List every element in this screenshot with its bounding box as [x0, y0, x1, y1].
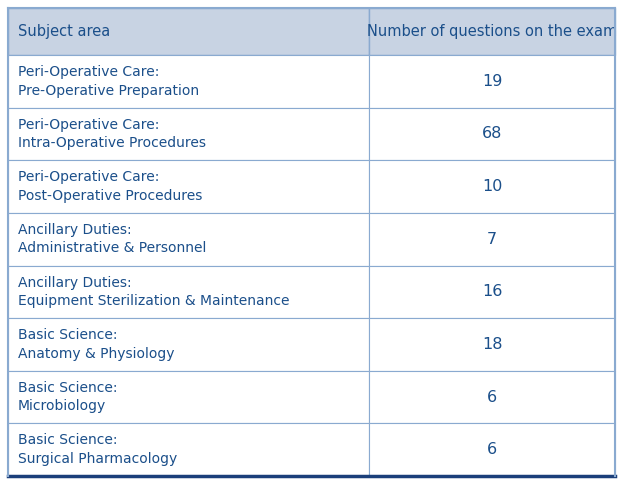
Bar	[369, 318, 615, 371]
Text: Ancillary Duties:
Administrative & Personnel: Ancillary Duties: Administrative & Perso…	[18, 223, 206, 256]
Text: 6: 6	[487, 442, 497, 457]
Text: Subject area: Subject area	[18, 24, 110, 39]
Bar	[369, 160, 615, 213]
Bar	[8, 318, 369, 371]
Bar	[8, 8, 369, 55]
Bar	[369, 371, 615, 424]
Bar	[369, 8, 615, 55]
Bar	[8, 266, 369, 318]
Bar	[8, 107, 369, 160]
Text: Basic Science:
Anatomy & Physiology: Basic Science: Anatomy & Physiology	[18, 328, 174, 361]
Text: Basic Science:
Microbiology: Basic Science: Microbiology	[18, 381, 118, 413]
Bar	[8, 160, 369, 213]
Bar	[369, 55, 615, 107]
Text: 68: 68	[482, 126, 502, 141]
Text: 10: 10	[482, 179, 502, 194]
Text: Peri-Operative Care:
Intra-Operative Procedures: Peri-Operative Care: Intra-Operative Pro…	[18, 118, 206, 150]
Text: 6: 6	[487, 390, 497, 405]
Text: 18: 18	[482, 337, 502, 352]
Bar	[8, 213, 369, 266]
Text: Ancillary Duties:
Equipment Sterilization & Maintenance: Ancillary Duties: Equipment Sterilizatio…	[18, 275, 290, 308]
Bar	[369, 213, 615, 266]
Text: 16: 16	[482, 284, 502, 299]
Bar	[369, 424, 615, 476]
Bar	[369, 107, 615, 160]
Bar	[8, 424, 369, 476]
Bar	[8, 371, 369, 424]
Text: 7: 7	[487, 232, 497, 247]
Text: Number of questions on the exam: Number of questions on the exam	[367, 24, 617, 39]
Bar	[8, 55, 369, 107]
Text: 19: 19	[482, 74, 502, 89]
Text: Peri-Operative Care:
Post-Operative Procedures: Peri-Operative Care: Post-Operative Proc…	[18, 170, 202, 203]
Text: Peri-Operative Care:
Pre-Operative Preparation: Peri-Operative Care: Pre-Operative Prepa…	[18, 65, 199, 97]
Bar	[369, 266, 615, 318]
Text: Basic Science:
Surgical Pharmacology: Basic Science: Surgical Pharmacology	[18, 434, 178, 466]
